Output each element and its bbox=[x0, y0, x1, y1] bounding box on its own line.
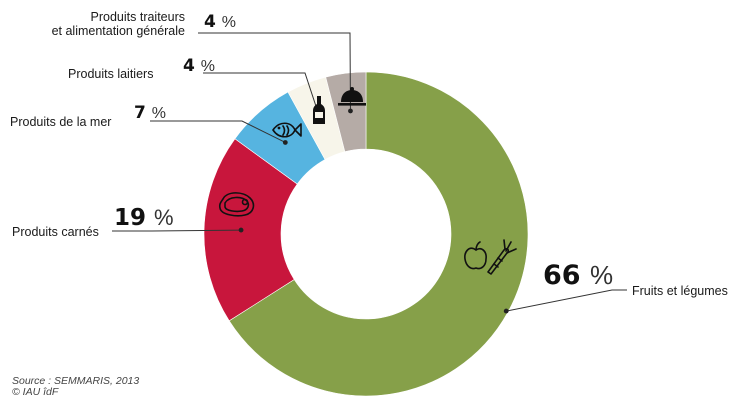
label-produits-laitiers: Produits laitiers bbox=[68, 67, 153, 81]
leader-produits-traiteurs-et-alimentation-generale bbox=[198, 32, 351, 111]
leader-produits-traiteurs-et-alimentation-generale-dot bbox=[348, 108, 353, 114]
value-produits-carnes: 19 % bbox=[114, 205, 174, 231]
label-produits-de-la-mer: Produits de la mer bbox=[10, 115, 111, 129]
source-line: Source : SEMMARIS, 2013 bbox=[12, 375, 140, 387]
leader-fruits-et-legumes-dot bbox=[503, 308, 509, 314]
milk-bottle-icon bbox=[313, 96, 325, 124]
category-icons bbox=[218, 87, 517, 275]
copyright-line: © IAU îdF bbox=[12, 386, 59, 398]
slice-produits-carnes bbox=[203, 138, 298, 322]
steak-icon bbox=[218, 192, 255, 217]
value-fruits-et-legumes: 66 % bbox=[543, 260, 613, 291]
source-note: Source : SEMMARIS, 2013 © IAU îdF bbox=[12, 376, 139, 398]
cloche-icon bbox=[338, 87, 366, 106]
value-produits-de-la-mer: 7 % bbox=[134, 103, 166, 123]
leader-produits-de-la-mer bbox=[150, 120, 286, 143]
donut-slices bbox=[203, 71, 529, 397]
label-fruits-et-legumes: Fruits et légumes bbox=[632, 284, 728, 298]
leader-produits-carnes bbox=[112, 229, 242, 232]
apple-carrot-icon bbox=[464, 239, 517, 275]
slice-fruits-et-legumes bbox=[228, 71, 529, 397]
fish-icon bbox=[272, 122, 302, 138]
leader-produits-de-la-mer-dot bbox=[282, 140, 288, 145]
category-labels: Fruits et légumes 66 % Produits carnés 19 %… bbox=[10, 10, 728, 298]
label-produits-carnes: Produits carnés bbox=[12, 225, 99, 239]
leader-produits-carnes-dot bbox=[238, 227, 244, 233]
leader-fruits-et-legumes bbox=[506, 289, 627, 312]
leader-lines bbox=[112, 32, 627, 314]
leader-produits-laitiers bbox=[203, 72, 320, 116]
value-produits-traiteurs-et-alimentation-generale: 4 % bbox=[204, 12, 236, 32]
value-produits-laitiers: 4 % bbox=[183, 56, 215, 76]
label-produits-traiteurs-et-alimentation-generale: Produits traiteurs et alimentation généra… bbox=[52, 10, 185, 38]
